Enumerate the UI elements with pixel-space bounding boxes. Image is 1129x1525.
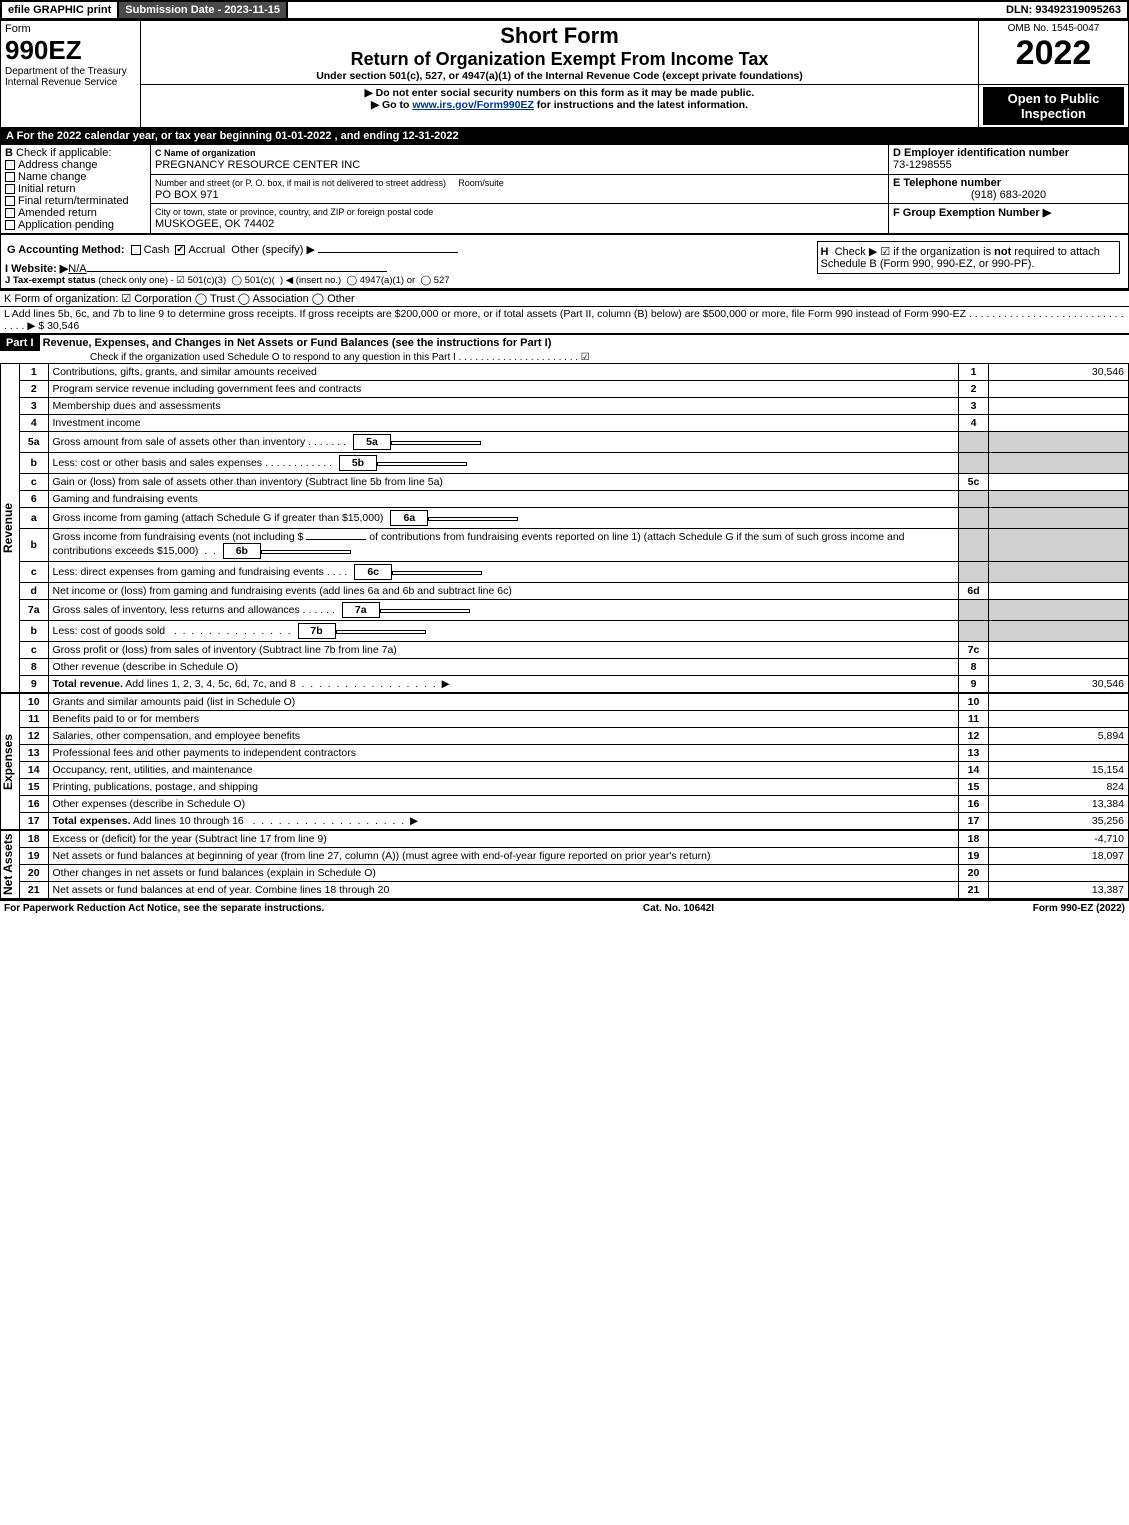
net-side: Net Assets <box>0 830 20 899</box>
h-text: Check ▶ ☑ if the organization is not req… <box>821 246 1100 270</box>
expenses-block: Expenses 10Grants and similar amounts pa… <box>0 693 1129 830</box>
val-9: 30,546 <box>989 676 1129 693</box>
phone: (918) 683-2020 <box>893 189 1124 201</box>
chk-cash[interactable] <box>131 245 141 255</box>
footer: For Paperwork Reduction Act Notice, see … <box>0 899 1129 916</box>
chk-name[interactable] <box>5 172 15 182</box>
omb: OMB No. 1545-0047 <box>983 23 1124 34</box>
val-16: 13,384 <box>989 796 1129 813</box>
short-form: Short Form <box>145 23 974 49</box>
expenses-side: Expenses <box>0 693 20 830</box>
val-14: 15,154 <box>989 762 1129 779</box>
part1-title: Revenue, Expenses, and Changes in Net As… <box>43 337 552 349</box>
city: MUSKOGEE, OK 74402 <box>155 218 274 230</box>
f-label: F Group Exemption Number ▶ <box>893 207 1051 219</box>
line-l: L Add lines 5b, 6c, and 7b to line 9 to … <box>0 306 1129 333</box>
val-15: 824 <box>989 779 1129 796</box>
form-number: 990EZ <box>5 35 136 66</box>
dln: DLN: 93492319095263 <box>1000 2 1127 18</box>
chk-final[interactable] <box>5 196 15 206</box>
line-a: A For the 2022 calendar year, or tax yea… <box>0 128 1129 144</box>
revenue-side: Revenue <box>0 363 20 693</box>
chk-initial[interactable] <box>5 184 15 194</box>
website: N/A <box>68 263 86 275</box>
d-label: D Employer identification number <box>893 147 1069 159</box>
footer-r: Form 990-EZ (2022) <box>1033 903 1125 914</box>
info-block: B Check if applicable: Address change Na… <box>0 144 1129 234</box>
chk-accrual[interactable] <box>175 245 185 255</box>
warn2: ▶ Go to www.irs.gov/Form990EZ for instru… <box>145 99 974 111</box>
warn1: ▶ Do not enter social security numbers o… <box>145 87 974 99</box>
header-table: Form 990EZ Department of the Treasury In… <box>0 20 1129 128</box>
val-12: 5,894 <box>989 728 1129 745</box>
tax-year: 2022 <box>983 34 1124 73</box>
submission-date: Submission Date - 2023-11-15 <box>119 2 288 18</box>
chk-address[interactable] <box>5 160 15 170</box>
ein: 73-1298555 <box>893 159 952 171</box>
val-18: -4,710 <box>989 831 1129 848</box>
subtitle: Under section 501(c), 527, or 4947(a)(1)… <box>145 70 974 82</box>
form-word: Form <box>5 23 136 35</box>
chk-amended[interactable] <box>5 208 15 218</box>
b-label: Check if applicable: <box>16 147 111 159</box>
efile-label[interactable]: efile GRAPHIC print <box>2 2 119 18</box>
val-21: 13,387 <box>989 882 1129 899</box>
inspection-badge: Open to Public Inspection <box>983 87 1124 125</box>
part1-hdr: Part I <box>0 335 40 351</box>
footer-c: Cat. No. 10642I <box>643 903 714 914</box>
irs-link[interactable]: www.irs.gov/Form990EZ <box>412 99 534 111</box>
val-17: 35,256 <box>989 813 1129 830</box>
footer-l: For Paperwork Reduction Act Notice, see … <box>4 903 324 914</box>
line-k: K Form of organization: ☑ Corporation ◯ … <box>0 289 1129 306</box>
top-bar: efile GRAPHIC print Submission Date - 20… <box>0 0 1129 20</box>
dept: Department of the Treasury Internal Reve… <box>5 66 136 88</box>
street: PO BOX 971 <box>155 189 219 201</box>
netassets-block: Net Assets 18Excess or (deficit) for the… <box>0 830 1129 899</box>
val-1: 30,546 <box>989 364 1129 381</box>
chk-pending[interactable] <box>5 220 15 230</box>
val-19: 18,097 <box>989 848 1129 865</box>
part1-note: Check if the organization used Schedule … <box>0 352 590 363</box>
org-name: PREGNANCY RESOURCE CENTER INC <box>155 159 360 171</box>
revenue-block: Revenue 1Contributions, gifts, grants, a… <box>0 363 1129 693</box>
g-label: G Accounting Method: <box>7 244 125 256</box>
main-title: Return of Organization Exempt From Incom… <box>145 49 974 70</box>
